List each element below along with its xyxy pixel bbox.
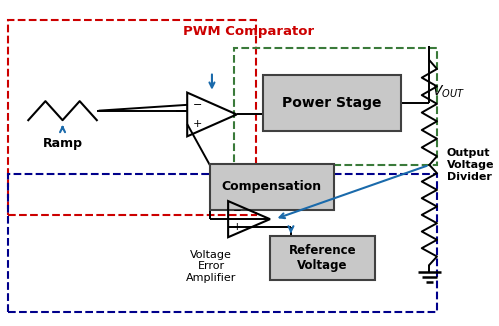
Bar <box>234 48 437 165</box>
Text: Ramp: Ramp <box>42 137 82 150</box>
Text: +: + <box>233 222 242 232</box>
Text: Output
Voltage
Divider: Output Voltage Divider <box>447 148 494 182</box>
Text: PWM Comparator: PWM Comparator <box>183 25 314 38</box>
Bar <box>270 236 375 280</box>
Bar <box>8 20 255 215</box>
Bar <box>210 164 334 210</box>
Text: −: − <box>193 100 202 110</box>
Bar <box>263 75 401 131</box>
Text: Reference
Voltage: Reference Voltage <box>288 244 356 272</box>
Text: Voltage
Error
Amplifier: Voltage Error Amplifier <box>186 250 236 283</box>
Text: Compensation: Compensation <box>222 180 322 193</box>
Bar <box>8 174 437 312</box>
Text: +: + <box>193 119 202 129</box>
Text: Power Stage: Power Stage <box>282 96 382 110</box>
Text: −: − <box>233 206 242 216</box>
Text: $V_{OUT}$: $V_{OUT}$ <box>432 84 465 100</box>
